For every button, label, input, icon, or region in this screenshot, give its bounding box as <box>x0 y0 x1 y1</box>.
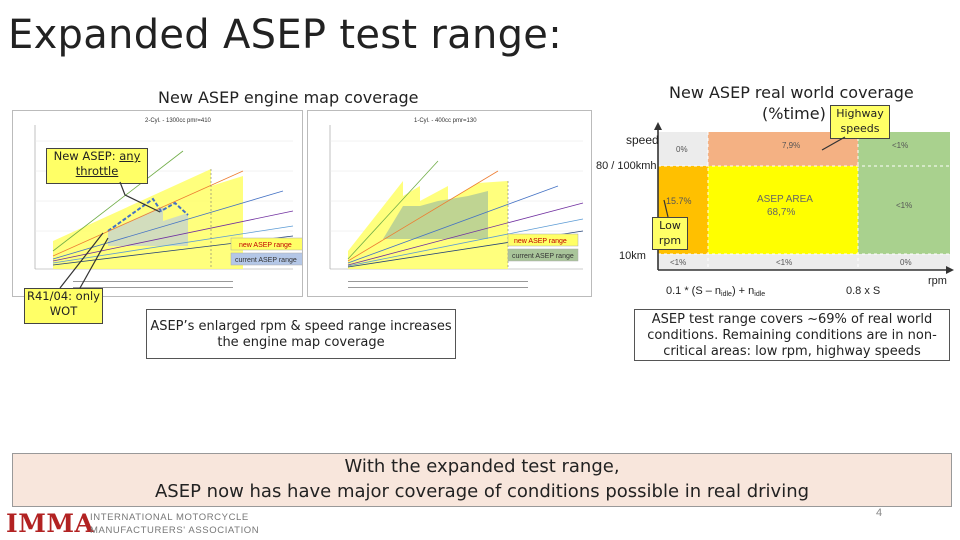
legend-current-range-1: current ASEP range <box>235 257 297 264</box>
cell-mid-right-bg <box>858 166 950 254</box>
cell-bot-mid-bg <box>708 254 858 270</box>
engine-map-1-title: 2-Cyl. - 1300cc pmr=410 <box>145 118 212 124</box>
right-heading-line1: New ASEP real world coverage <box>669 83 914 102</box>
left-caption-line1: ASEP’s enlarged rpm & speed range increa… <box>150 319 452 334</box>
y-tick-high: 80 / 100kmh <box>596 160 657 172</box>
pointer-any-throttle <box>119 181 161 213</box>
cell-center-value: 68,7% <box>767 207 795 218</box>
coverage-diagram: 0% 7,9% <1% 15.7% ASEP AREA 68,7% <1% <1… <box>596 122 954 298</box>
right-caption-line1: ASEP test range covers ~69% of real worl… <box>651 312 933 327</box>
right-caption-box: ASEP test range covers ~69% of real worl… <box>634 309 950 361</box>
engine-map-400cc: 1-Cyl. - 400cc pmr=130 new ASEP range cu… <box>307 110 592 297</box>
right-caption-line2: conditions. Remaining conditions are in … <box>647 328 937 343</box>
left-caption-box: ASEP’s enlarged rpm & speed range increa… <box>146 309 456 359</box>
cell-bot-mid: <1% <box>776 258 792 267</box>
r41-only-wot-callout: R41/04: only WOT <box>24 288 103 324</box>
cell-top-left: 0% <box>676 145 688 154</box>
cell-center-bg <box>708 166 858 254</box>
left-heading: New ASEP engine map coverage <box>158 88 419 107</box>
cell-mid-left: 15.7% <box>666 196 692 206</box>
highway-line1: Highway <box>836 107 884 120</box>
callout-throttle: throttle <box>75 164 119 178</box>
x-tick-left: 0.1 * (S – nidle) + nidle <box>666 285 765 298</box>
legend-current-range-swatch-2 <box>507 248 579 262</box>
engine-map-2-title: 1-Cyl. - 400cc pmr=130 <box>414 118 477 124</box>
r41-line2: WOT <box>49 304 78 318</box>
pointer-r41-b <box>79 237 109 289</box>
y-axis-label: speed <box>626 133 659 147</box>
imma-logo: IMMA <box>6 509 95 538</box>
pointer-low-rpm <box>663 199 669 218</box>
x-tick-right: 0.8 x S <box>846 285 880 297</box>
y-tick-low: 10km <box>619 250 646 262</box>
callout-any: any <box>119 149 141 163</box>
current-range-area-2 <box>383 191 488 239</box>
new-asep-any-throttle-callout: New ASEP: any throttle <box>46 148 148 184</box>
summary-line1: With the expanded test range, <box>344 456 620 477</box>
summary-box: With the expanded test range, ASEP now h… <box>12 453 952 507</box>
legend-new-range-2: new ASEP range <box>514 238 567 245</box>
cell-center-title: ASEP AREA <box>757 194 813 205</box>
left-caption-line2: the engine map coverage <box>217 335 385 350</box>
x-tick-left-mid: ) + n <box>732 285 754 297</box>
cell-mid-right: <1% <box>896 201 912 210</box>
cell-top-mid: 7,9% <box>782 141 800 150</box>
current-range-boundary <box>107 197 189 232</box>
pointer-highway <box>821 136 846 151</box>
callout-prefix: New ASEP: <box>53 149 116 163</box>
highway-line2: speeds <box>840 122 880 135</box>
x-tick-left-sub2: idle <box>754 291 765 298</box>
legend-new-range-1: new ASEP range <box>239 242 292 249</box>
cell-top-left-bg <box>658 132 708 166</box>
right-heading-line2: (%time) <box>762 104 826 123</box>
cell-bot-left-bg <box>658 254 708 270</box>
legend-current-range-2: current ASEP range <box>512 253 574 260</box>
cell-bot-right-bg <box>858 254 950 270</box>
r41-line1: R41/04: only <box>27 289 100 303</box>
slide-title: Expanded ASEP test range: <box>8 12 562 58</box>
low-rpm-callout: Low rpm <box>652 217 688 250</box>
low-rpm-line2: rpm <box>658 234 682 247</box>
engine-map-2-svg: 1-Cyl. - 400cc pmr=130 new ASEP range cu… <box>329 118 584 288</box>
current-range-area <box>108 206 188 246</box>
cell-top-right: <1% <box>892 141 908 150</box>
page-number: 4 <box>876 507 883 519</box>
engine-map-charts: 2-Cyl. - 1300cc pmr=410 new ASEP range c… <box>12 110 304 297</box>
low-rpm-line1: Low <box>659 219 681 232</box>
right-caption-line3: critical areas: low rpm, highway speeds <box>663 344 921 359</box>
logo-line1: INTERNATIONAL MOTORCYCLE <box>90 512 249 523</box>
x-tick-left-sub1: idle <box>721 291 732 298</box>
legend-new-range-swatch-2 <box>507 233 579 247</box>
engine-map-1300cc: 2-Cyl. - 1300cc pmr=410 new ASEP range c… <box>34 118 304 288</box>
logo-line2: MANUFACTURERS' ASSOCIATION <box>90 525 260 536</box>
summary-line2: ASEP now has have major coverage of cond… <box>154 481 810 502</box>
pointer-r41-a <box>59 232 104 289</box>
cell-bot-right: 0% <box>900 258 912 267</box>
highway-speeds-callout: Highway speeds <box>830 105 890 139</box>
x-axis-label: rpm <box>928 275 947 287</box>
x-tick-left-a: 0.1 * (S – n <box>666 285 721 297</box>
cell-bot-left: <1% <box>670 258 686 267</box>
